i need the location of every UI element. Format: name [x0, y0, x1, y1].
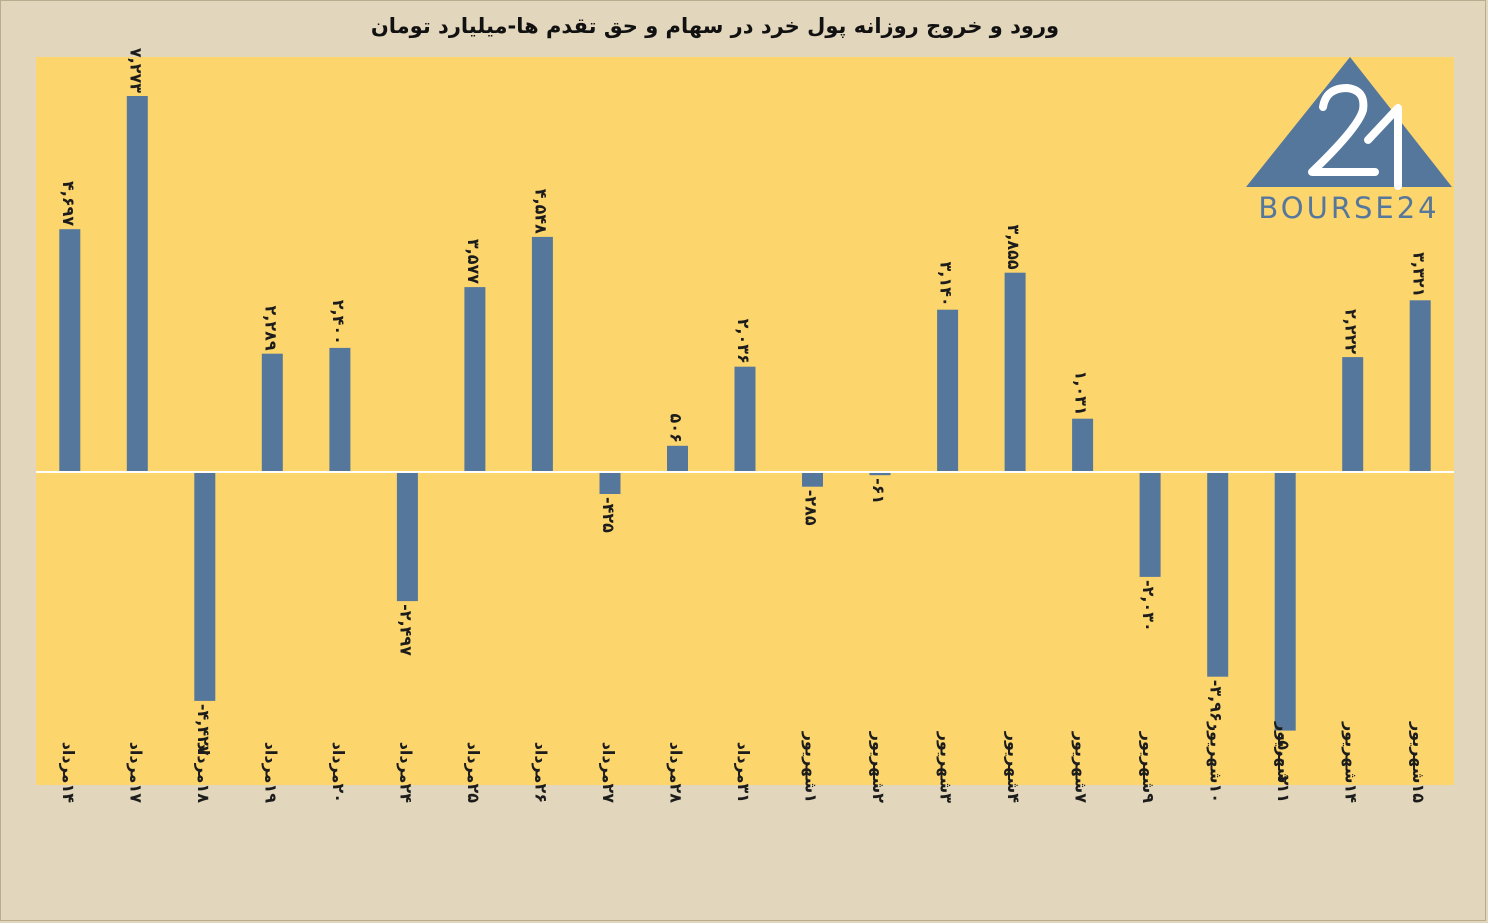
- bars-layer: [59, 96, 1431, 731]
- value-label: -۳,۹۶۰: [1207, 680, 1226, 732]
- value-label: -۲۸۵: [802, 490, 821, 526]
- bar: [329, 347, 351, 472]
- bar: [194, 472, 216, 701]
- value-label: ۴,۶۹۷: [59, 181, 78, 226]
- category-labels-layer: ۱۴مرداد ۱۷مرداد ۱۸مرداد ۱۹مرداد ۲۰مرداد ۲۴مرد…: [59, 721, 1428, 803]
- value-label: ۷,۲۷۳: [126, 48, 145, 93]
- bar: [1139, 472, 1161, 577]
- category-label: ۲۰مرداد: [329, 742, 348, 803]
- category-label: ۲۴مرداد: [396, 742, 415, 804]
- category-label: ۲۸مرداد: [666, 742, 685, 804]
- category-label: ۱شهریور: [802, 731, 821, 803]
- chart-title: ورود و خروج روزانه پول خرد در سهام و حق …: [370, 14, 1060, 38]
- category-label: ۲۵مرداد: [464, 742, 483, 804]
- value-label: ۴,۵۴۸: [531, 189, 550, 234]
- value-label: ۲,۲۲۲: [1342, 309, 1361, 354]
- category-label: ۳شهریور: [937, 731, 956, 804]
- value-label: ۵۰۶: [666, 414, 685, 443]
- bar: [396, 472, 418, 602]
- category-label: ۴شهریور: [1004, 731, 1023, 804]
- value-label: ۳,۳۲۱: [1409, 252, 1428, 297]
- value-label: ۳,۵۷۷: [464, 239, 483, 284]
- category-label: ۲شهریور: [869, 731, 888, 804]
- logo-digit-4: [1364, 104, 1402, 190]
- category-label: ۲۷مرداد: [599, 742, 618, 804]
- category-label: ۱۴شهریور: [1342, 721, 1361, 803]
- category-label: ۱۱شهریور: [1274, 721, 1293, 803]
- category-label: ۷شهریور: [1072, 731, 1091, 804]
- category-label: ۱۷مرداد: [126, 742, 145, 804]
- value-label: -۲,۰۳۰: [1139, 580, 1158, 632]
- value-label: ۳,۸۵۵: [1004, 225, 1023, 270]
- value-label: ۲,۲۸۹: [261, 306, 280, 351]
- category-label: ۱۰شهریور: [1207, 721, 1226, 803]
- bar: [869, 472, 891, 476]
- value-label: ۱,۰۳۱: [1072, 371, 1091, 416]
- bar: [261, 353, 283, 472]
- bar: [599, 472, 621, 494]
- bar: [1342, 357, 1364, 472]
- logo-text: BOURSE24: [1258, 191, 1439, 225]
- value-label: -۴۲۵: [599, 497, 618, 533]
- bar: [1274, 472, 1296, 731]
- bar: [126, 96, 148, 472]
- bar: [1409, 300, 1431, 472]
- category-label: ۳۱مرداد: [734, 742, 753, 803]
- category-label: ۱۹مرداد: [261, 742, 280, 804]
- value-label: -۶۱: [869, 478, 888, 504]
- category-label: ۹شهریور: [1139, 731, 1158, 804]
- bar: [1207, 472, 1229, 677]
- bar: [802, 472, 823, 487]
- value-label: -۲,۴۹۷: [396, 604, 415, 656]
- bar: [1004, 272, 1026, 472]
- value-label: -۵,۰۰۲: [1274, 734, 1293, 786]
- bar: [464, 287, 486, 472]
- category-label: ۲۶مرداد: [531, 742, 550, 803]
- bar: [734, 366, 756, 472]
- value-label: ۳,۱۴۰: [937, 262, 956, 307]
- category-label: ۱۸مرداد: [194, 742, 213, 804]
- value-label: -۴,۴۲۷: [194, 704, 213, 756]
- bar: [59, 229, 81, 472]
- bourse24-logo: BOURSE24: [1246, 57, 1452, 225]
- category-label: ۱۵شهریور: [1409, 721, 1428, 803]
- bar: [531, 236, 553, 472]
- value-labels-layer: ۴,۶۹۷ ۷,۲۷۳ -۴,۴۲۷ ۲,۲۸۹ ۲,۴۰۰ -۲,۴۹۷ ۳,۵۷۷ ۴,۵…: [59, 48, 1428, 786]
- logo-digit-2: [1308, 84, 1379, 176]
- bar: [667, 445, 688, 472]
- value-label: ۲,۴۰۰: [329, 300, 348, 345]
- value-label: ۲,۰۳۶: [734, 319, 753, 364]
- category-label: ۱۴مرداد: [59, 742, 78, 804]
- bar: [937, 309, 959, 472]
- bar: [1072, 418, 1094, 472]
